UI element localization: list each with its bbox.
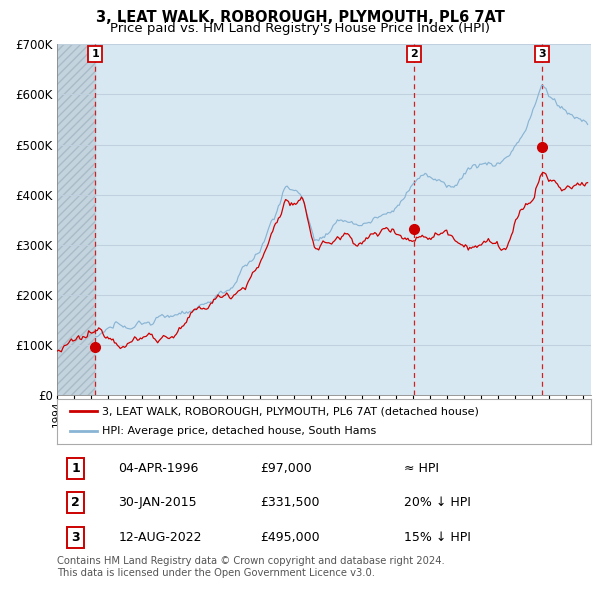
Text: 2: 2 — [71, 496, 80, 509]
Point — [94, 408, 101, 415]
Text: 3: 3 — [71, 531, 80, 544]
Bar — [57, 44, 95, 395]
Text: 30-JAN-2015: 30-JAN-2015 — [118, 496, 197, 509]
Text: Price paid vs. HM Land Registry's House Price Index (HPI): Price paid vs. HM Land Registry's House … — [110, 22, 490, 35]
Text: £97,000: £97,000 — [260, 462, 311, 475]
Text: HPI: Average price, detached house, South Hams: HPI: Average price, detached house, Sout… — [103, 426, 377, 436]
Text: Contains HM Land Registry data © Crown copyright and database right 2024.
This d: Contains HM Land Registry data © Crown c… — [57, 556, 445, 578]
Point — [67, 408, 74, 415]
Text: 2: 2 — [410, 50, 418, 59]
Text: 20% ↓ HPI: 20% ↓ HPI — [404, 496, 471, 509]
Text: 3, LEAT WALK, ROBOROUGH, PLYMOUTH, PL6 7AT (detached house): 3, LEAT WALK, ROBOROUGH, PLYMOUTH, PL6 7… — [103, 407, 479, 417]
Bar — [57, 44, 95, 395]
Text: £331,500: £331,500 — [260, 496, 319, 509]
Text: 1: 1 — [91, 50, 99, 59]
Text: 15% ↓ HPI: 15% ↓ HPI — [404, 531, 471, 544]
Point — [94, 428, 101, 435]
Text: 3: 3 — [538, 50, 546, 59]
Text: £495,000: £495,000 — [260, 531, 320, 544]
Text: 12-AUG-2022: 12-AUG-2022 — [118, 531, 202, 544]
Text: 04-APR-1996: 04-APR-1996 — [118, 462, 199, 475]
Text: ≈ HPI: ≈ HPI — [404, 462, 439, 475]
Text: 1: 1 — [71, 462, 80, 475]
Text: 3, LEAT WALK, ROBOROUGH, PLYMOUTH, PL6 7AT: 3, LEAT WALK, ROBOROUGH, PLYMOUTH, PL6 7… — [95, 10, 505, 25]
Point — [67, 428, 74, 435]
